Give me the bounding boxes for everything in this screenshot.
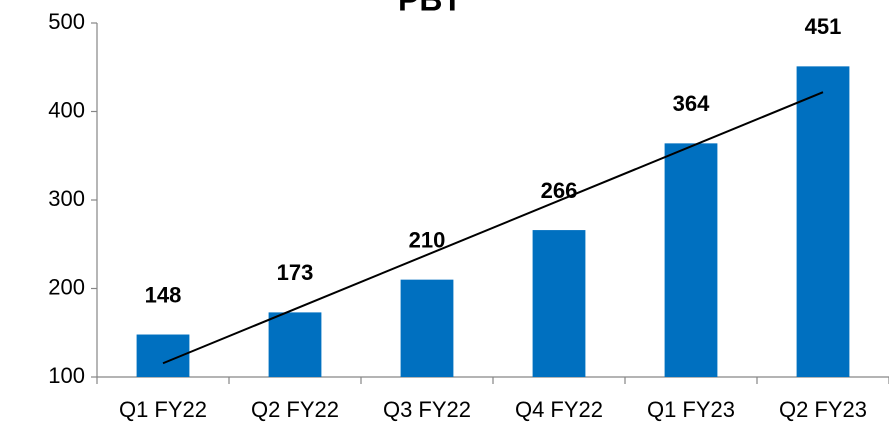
data-label: 266	[541, 178, 578, 203]
data-label: 210	[409, 227, 446, 252]
x-tick-label: Q2 FY22	[251, 397, 339, 422]
trend-line	[162, 91, 824, 365]
y-tick-label: 300	[48, 186, 85, 211]
data-label: 451	[805, 14, 842, 39]
x-tick-label: Q4 FY22	[515, 397, 603, 422]
x-tick-label: Q1 FY22	[119, 397, 207, 422]
y-tick-label: 500	[48, 9, 85, 34]
data-label: 148	[145, 282, 182, 307]
chart-title: PBT	[398, 0, 462, 17]
y-tick-label: 100	[48, 363, 85, 388]
bar	[796, 66, 850, 378]
bar	[664, 143, 718, 377]
bar	[400, 279, 454, 377]
x-tick-label: Q2 FY23	[779, 397, 867, 422]
x-tick-label: Q1 FY23	[647, 397, 735, 422]
y-tick-label: 400	[48, 97, 85, 122]
bar	[532, 230, 586, 377]
y-tick-label: 200	[48, 274, 85, 299]
x-tick-label: Q3 FY22	[383, 397, 471, 422]
bar	[268, 312, 322, 377]
data-label: 173	[277, 260, 314, 285]
data-label: 364	[673, 91, 710, 116]
